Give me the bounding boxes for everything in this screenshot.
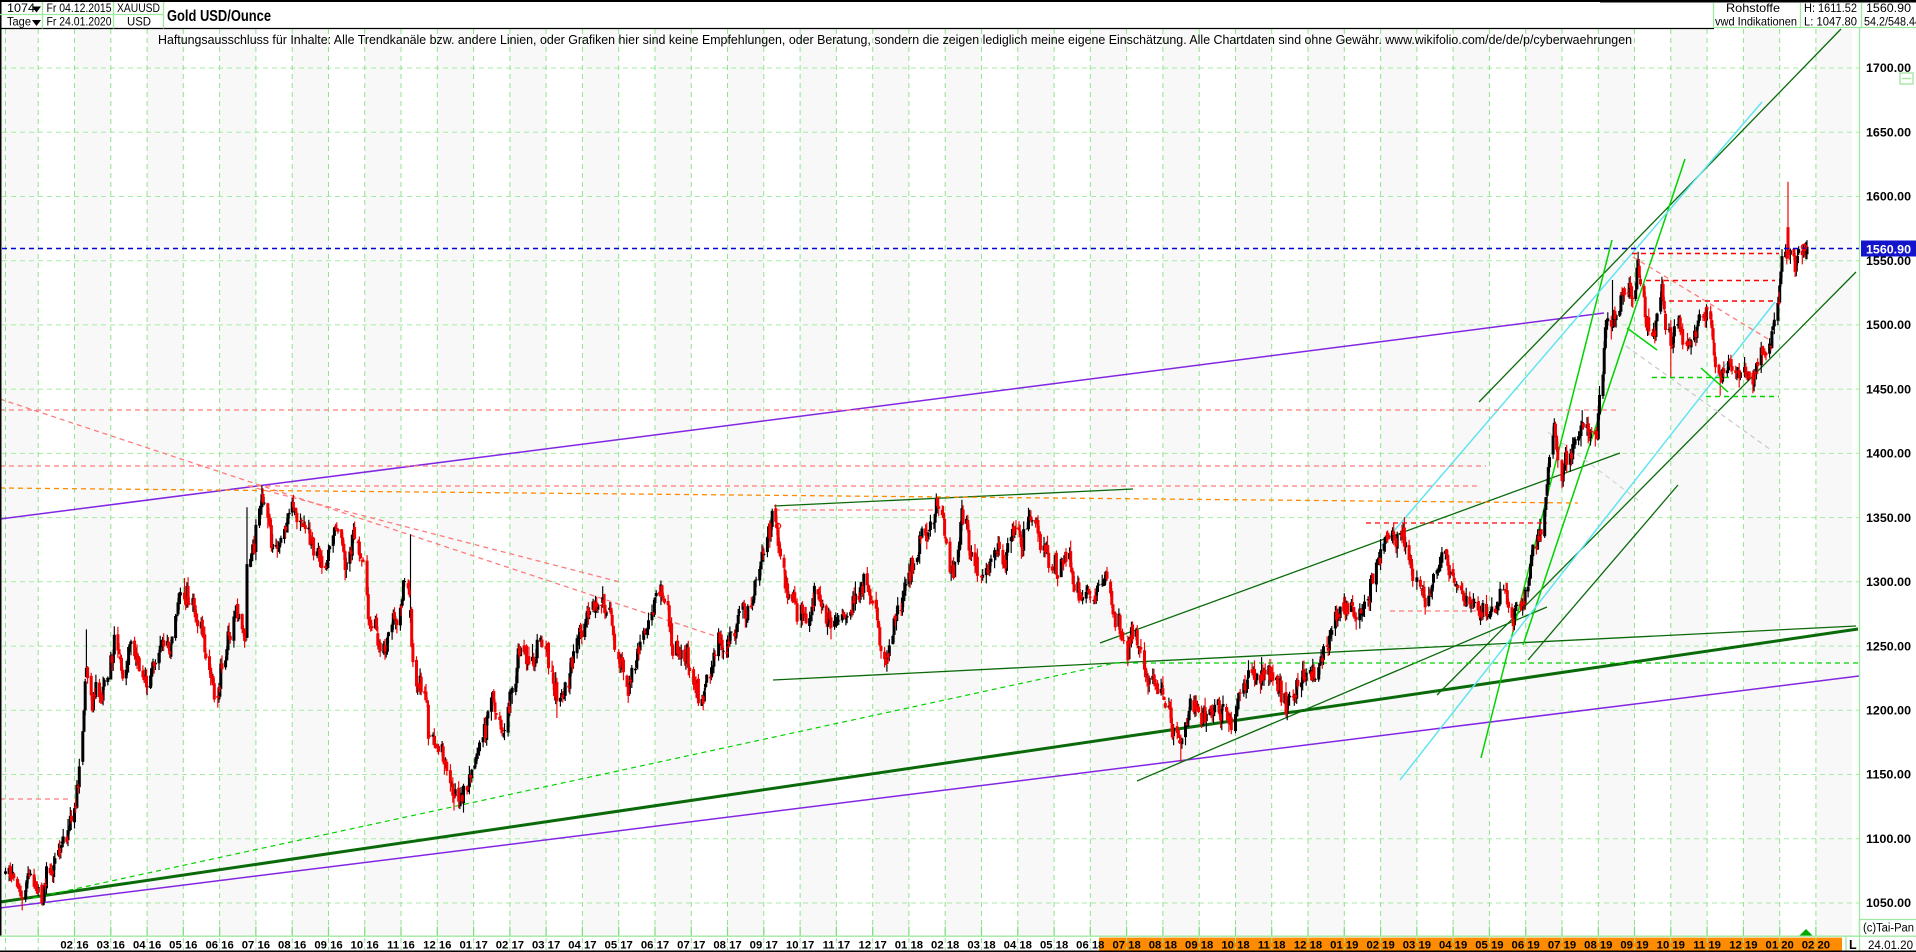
svg-text:06 17: 06 17 xyxy=(641,939,669,951)
svg-text:1250.00: 1250.00 xyxy=(1866,641,1911,653)
svg-text:H: 1611.52: H: 1611.52 xyxy=(1804,1,1857,15)
svg-text:02 19: 02 19 xyxy=(1366,939,1394,951)
svg-text:10 17: 10 17 xyxy=(786,939,814,951)
svg-text:1100.00: 1100.00 xyxy=(1866,834,1911,846)
svg-text:vwd Indikationen: vwd Indikationen xyxy=(1715,14,1797,28)
svg-text:10 18: 10 18 xyxy=(1221,939,1249,951)
svg-text:03 18: 03 18 xyxy=(967,939,995,951)
svg-text:01 18: 01 18 xyxy=(895,939,923,951)
svg-text:1600.00: 1600.00 xyxy=(1866,192,1911,204)
svg-text:06 18: 06 18 xyxy=(1076,939,1104,951)
svg-text:10 16: 10 16 xyxy=(351,939,379,951)
svg-text:07 19: 07 19 xyxy=(1548,939,1576,951)
svg-text:1074: 1074 xyxy=(7,1,35,15)
svg-text:04 17: 04 17 xyxy=(568,939,596,951)
svg-text:11 17: 11 17 xyxy=(823,939,851,951)
svg-text:1450.00: 1450.00 xyxy=(1866,384,1911,396)
svg-text:XAUUSD: XAUUSD xyxy=(117,1,160,15)
svg-text:12 19: 12 19 xyxy=(1729,939,1757,951)
svg-text:05 19: 05 19 xyxy=(1475,939,1503,951)
svg-text:02 16: 02 16 xyxy=(60,939,88,951)
svg-text:1560.90: 1560.90 xyxy=(1866,242,1911,256)
svg-text:06 19: 06 19 xyxy=(1512,939,1540,951)
svg-text:1400.00: 1400.00 xyxy=(1866,449,1911,461)
svg-text:1550.00: 1550.00 xyxy=(1866,256,1911,268)
svg-text:12 16: 12 16 xyxy=(423,939,451,951)
svg-text:07 17: 07 17 xyxy=(677,939,705,951)
svg-text:(c)Tai-Pan: (c)Tai-Pan xyxy=(1863,923,1914,935)
svg-text:10 19: 10 19 xyxy=(1657,939,1685,951)
svg-text:11 19: 11 19 xyxy=(1693,939,1721,951)
svg-text:Fr 04.12.2015: Fr 04.12.2015 xyxy=(47,1,112,15)
svg-text:01 17: 01 17 xyxy=(459,939,487,951)
svg-text:02 18: 02 18 xyxy=(931,939,959,951)
svg-text:08 19: 08 19 xyxy=(1584,939,1612,951)
svg-text:02 17: 02 17 xyxy=(496,939,524,951)
svg-text:08 18: 08 18 xyxy=(1149,939,1177,951)
svg-text:12 18: 12 18 xyxy=(1294,939,1322,951)
svg-text:07 16: 07 16 xyxy=(242,939,270,951)
svg-text:1200.00: 1200.00 xyxy=(1866,706,1911,718)
svg-text:09 17: 09 17 xyxy=(750,939,778,951)
svg-text:11 18: 11 18 xyxy=(1258,939,1286,951)
svg-text:09 16: 09 16 xyxy=(314,939,342,951)
svg-text:03 17: 03 17 xyxy=(532,939,560,951)
svg-text:1500.00: 1500.00 xyxy=(1866,320,1911,332)
svg-text:09 19: 09 19 xyxy=(1620,939,1648,951)
svg-text:1300.00: 1300.00 xyxy=(1866,577,1911,589)
svg-text:24.01.20: 24.01.20 xyxy=(1868,940,1913,952)
svg-text:12 17: 12 17 xyxy=(859,939,887,951)
svg-text:L: L xyxy=(1849,938,1857,952)
svg-text:05 18: 05 18 xyxy=(1040,939,1068,951)
svg-text:Rohstoffe: Rohstoffe xyxy=(1726,1,1780,15)
svg-text:07 18: 07 18 xyxy=(1112,939,1140,951)
svg-text:Fr 24.01.2020: Fr 24.01.2020 xyxy=(47,15,112,29)
svg-text:01 19: 01 19 xyxy=(1330,939,1358,951)
svg-text:11 16: 11 16 xyxy=(387,939,415,951)
svg-text:1700.00: 1700.00 xyxy=(1866,63,1911,75)
svg-text:L: 1047.80: L: 1047.80 xyxy=(1804,14,1857,28)
svg-text:04 16: 04 16 xyxy=(133,939,161,951)
svg-text:Tage: Tage xyxy=(7,15,31,29)
svg-text:09 18: 09 18 xyxy=(1185,939,1213,951)
svg-text:1150.00: 1150.00 xyxy=(1866,770,1911,782)
svg-text:01 20: 01 20 xyxy=(1766,939,1794,951)
svg-text:USD: USD xyxy=(127,15,151,29)
svg-text:1350.00: 1350.00 xyxy=(1866,513,1911,525)
svg-text:Haftungsausschluss für Inhalte: Haftungsausschluss für Inhalte: Alle Tre… xyxy=(158,33,1632,47)
svg-text:08 16: 08 16 xyxy=(278,939,306,951)
svg-text:1650.00: 1650.00 xyxy=(1866,127,1911,139)
svg-text:06 16: 06 16 xyxy=(205,939,233,951)
svg-text:08 17: 08 17 xyxy=(713,939,741,951)
svg-text:04 19: 04 19 xyxy=(1439,939,1467,951)
svg-text:1560.90: 1560.90 xyxy=(1866,1,1911,15)
svg-text:05 17: 05 17 xyxy=(605,939,633,951)
svg-text:1050.00: 1050.00 xyxy=(1866,898,1911,910)
svg-text:02 20: 02 20 xyxy=(1802,939,1830,951)
svg-text:05 16: 05 16 xyxy=(169,939,197,951)
svg-text:04 18: 04 18 xyxy=(1004,939,1032,951)
svg-text:03 19: 03 19 xyxy=(1403,939,1431,951)
svg-text:Gold USD/Ounce: Gold USD/Ounce xyxy=(167,8,271,25)
svg-text:54.2/548.44: 54.2/548.44 xyxy=(1864,14,1916,28)
svg-text:03 16: 03 16 xyxy=(97,939,125,951)
